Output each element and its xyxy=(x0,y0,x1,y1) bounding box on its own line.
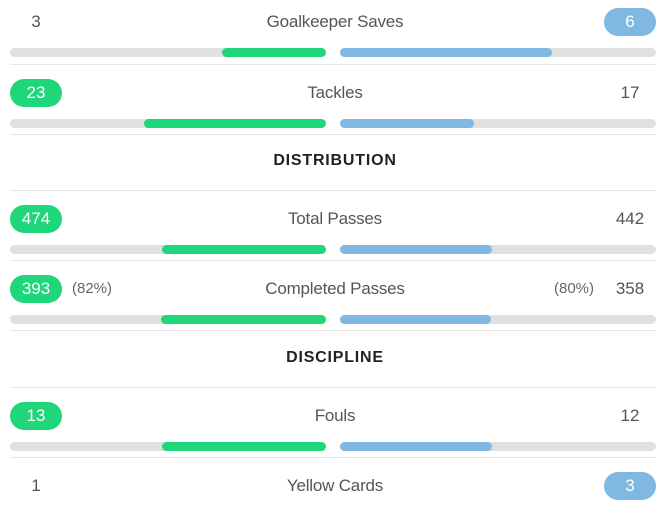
away-bar-track xyxy=(340,119,656,128)
stat-row-goalkeeper-saves: 3 Goalkeeper Saves 6 xyxy=(0,8,670,68)
home-bar-track xyxy=(10,442,326,451)
home-value-highlight: 474 xyxy=(10,205,62,233)
home-bar-fill xyxy=(161,315,326,324)
away-bar-track xyxy=(340,315,656,324)
away-bar-fill xyxy=(340,48,552,57)
stat-label: Tackles xyxy=(307,83,363,102)
home-bar-track xyxy=(10,119,326,128)
divider xyxy=(10,64,656,65)
away-bar-fill xyxy=(340,119,474,128)
away-bar-track xyxy=(340,245,656,254)
home-bar-fill xyxy=(222,48,326,57)
stat-row-yellow-cards: 1 Yellow Cards 3 xyxy=(0,472,670,532)
stat-label: Goalkeeper Saves xyxy=(266,12,404,31)
away-value: 358 xyxy=(615,279,645,298)
away-bar-fill xyxy=(340,315,491,324)
home-bar-track xyxy=(10,315,326,324)
home-bar-track xyxy=(10,48,326,57)
away-bar-fill xyxy=(340,245,492,254)
home-value: 3 xyxy=(31,12,41,31)
away-bar-fill xyxy=(340,442,492,451)
stat-label: Completed Passes xyxy=(265,279,405,298)
home-percentage: (82%) xyxy=(72,280,113,297)
home-bar-fill xyxy=(162,245,326,254)
home-bar-fill xyxy=(162,442,326,451)
divider xyxy=(10,260,656,261)
away-value: 12 xyxy=(620,406,640,425)
stat-row-completed-passes: 393 (82%) Completed Passes (80%) 358 xyxy=(0,275,670,335)
away-value: 442 xyxy=(615,209,645,228)
divider xyxy=(10,330,656,331)
section-title-discipline: DISCIPLINE xyxy=(286,349,384,366)
home-bar-fill xyxy=(144,119,326,128)
divider xyxy=(10,387,656,388)
stat-row-tackles: 23 Tackles 17 xyxy=(0,79,670,139)
home-bar-track xyxy=(10,245,326,254)
away-bar-track xyxy=(340,48,656,57)
away-percentage: (80%) xyxy=(554,280,595,297)
away-value-highlight: 6 xyxy=(604,8,656,36)
home-value: 1 xyxy=(31,476,41,495)
away-value-highlight: 3 xyxy=(604,472,656,500)
away-bar-track xyxy=(340,442,656,451)
away-value: 17 xyxy=(620,83,640,102)
home-value-highlight: 23 xyxy=(10,79,62,107)
stat-row-total-passes: 474 Total Passes 442 xyxy=(0,205,670,265)
divider xyxy=(10,190,656,191)
stat-row-fouls: 13 Fouls 12 xyxy=(0,402,670,462)
divider xyxy=(10,457,656,458)
stat-label: Yellow Cards xyxy=(286,476,384,495)
section-title-distribution: DISTRIBUTION xyxy=(273,152,397,169)
stat-label: Fouls xyxy=(314,406,356,425)
stat-label: Total Passes xyxy=(288,209,382,228)
home-value-highlight: 13 xyxy=(10,402,62,430)
home-value-highlight: 393 xyxy=(10,275,62,303)
divider xyxy=(10,134,656,135)
